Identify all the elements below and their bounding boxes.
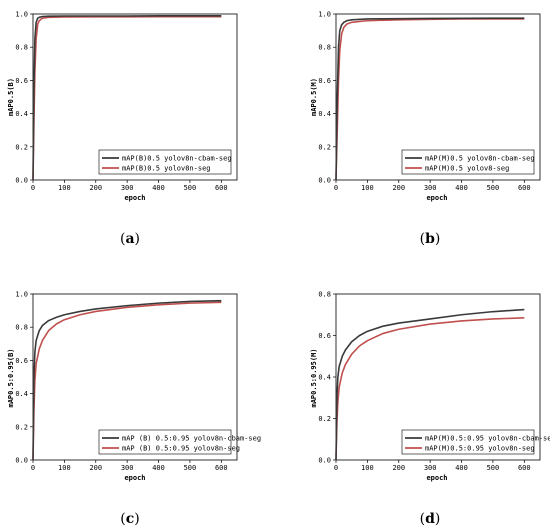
x-tick-label-c-0: 0 [31,464,35,472]
legend-label-b-0: mAP(M)0.5 yolov8n-cbam-seg [425,155,535,163]
x-tick-label-c-3: 300 [121,464,134,472]
y-tick-label-c-5: 1.0 [15,291,28,299]
caption-c: (c) [120,511,139,527]
y-tick-label-c-2: 0.4 [15,390,28,398]
plot-area-b: 0 100 200 300 400 500 600 0.0 0.2 0.4 0.6 0.8 1.0 mAP… [318,11,541,192]
legend-label-c-1: mAP (B) 0.5:0.95 yolov8n-seg [122,445,240,453]
x-tick-label-d-5: 500 [487,464,500,472]
x-axis-label-c: epoch [124,474,145,482]
plot-area-c: 0 100 200 300 400 500 600 0.0 0.2 0.4 0.6 0.8 1.0 mAP… [15,291,261,473]
x-axis-label-b: epoch [426,194,447,202]
y-axis-label-d: mAP0.5:0.95(M) [310,348,318,407]
series-line-d-1 [335,317,525,461]
y-tick-label-d-2: 0.4 [318,374,331,382]
x-tick-label-a-5: 500 [184,184,197,192]
y-tick-label-d-4: 0.8 [318,291,331,299]
y-tick-label-a-1: 0.2 [15,143,28,151]
series-line-c-1 [32,301,222,461]
y-tick-label-a-4: 0.8 [15,44,28,52]
legend-label-d-1: mAP(M)0.5:0.95 yolov8n-seg [425,445,535,453]
caption-d: (d) [420,511,441,527]
legend-box-a [98,149,232,175]
panel-a: 0 100 200 300 400 500 600 0.0 0.2 0.4 0.6 0.8 1.0 mAP… [7,11,238,247]
x-tick-label-c-2: 200 [89,464,102,472]
plot-area-a: 0 100 200 300 400 500 600 0.0 0.2 0.4 0.6 0.8 1.0 mAP… [15,11,238,192]
caption-b: (b) [420,231,441,247]
legend-box-b [401,149,535,175]
x-tick-label-d-0: 0 [334,464,338,472]
legend-c: mAP (B) 0.5:0.95 yolov8n-cbam-seg mAP (B)… [98,429,261,455]
x-tick-label-b-1: 100 [361,184,374,192]
legend-box-c [98,429,232,455]
panel-c: 0 100 200 300 400 500 600 0.0 0.2 0.4 0.6 0.8 1.0 mAP… [7,291,261,528]
legend-box-d [401,429,535,455]
x-tick-label-c-1: 100 [58,464,71,472]
caption-a: (a) [120,231,140,247]
y-axis-label-c: mAP0.5:0.95(B) [7,348,15,407]
y-axis-label-a: mAP0.5(B) [7,78,15,116]
x-tick-label-d-6: 600 [518,464,531,472]
x-tick-label-b-5: 500 [487,184,500,192]
series-line-b-0 [335,17,525,181]
y-tick-label-a-5: 1.0 [15,11,28,19]
x-tick-label-a-0: 0 [31,184,35,192]
y-tick-label-b-3: 0.6 [318,77,331,85]
x-tick-label-d-2: 200 [392,464,405,472]
legend-d: mAP(M)0.5:0.95 yolov8n-cbam-seg mAP(M)0.5… [401,429,550,455]
x-tick-label-d-1: 100 [361,464,374,472]
legend-a: mAP(B)0.5 yolov8n-cbam-seg mAP(B)0.5 yolo… [98,149,232,175]
y-tick-label-a-3: 0.6 [15,77,28,85]
series-line-c-0 [32,299,222,461]
x-tick-label-c-4: 400 [152,464,165,472]
y-tick-label-b-4: 0.8 [318,44,331,52]
y-tick-label-b-2: 0.4 [318,110,331,118]
axes-frame-a [32,13,238,181]
x-tick-label-a-3: 300 [121,184,134,192]
x-axis-label-d: epoch [426,474,447,482]
x-tick-label-a-1: 100 [58,184,71,192]
y-tick-label-c-0: 0.0 [15,457,28,465]
y-tick-label-b-0: 0.0 [318,177,331,185]
x-tick-label-a-2: 200 [89,184,102,192]
legend-b: mAP(M)0.5 yolov8n-cbam-seg mAP(M)0.5 yolo… [401,149,535,175]
x-tick-label-c-5: 500 [184,464,197,472]
y-tick-label-b-1: 0.2 [318,143,331,151]
x-tick-label-c-6: 600 [215,464,228,472]
y-tick-label-c-3: 0.6 [15,357,28,365]
plot-area-d: 0 100 200 300 400 500 600 0.0 0.2 0.4 0.6 0.8 mAP(M)… [318,291,550,473]
x-tick-label-b-6: 600 [518,184,531,192]
x-tick-label-b-3: 300 [424,184,437,192]
legend-label-d-0: mAP(M)0.5:0.95 yolov8n-cbam-seg [425,435,550,443]
legend-label-b-1: mAP(M)0.5 yolov8-seg [425,165,509,173]
x-axis-label-a: epoch [124,194,145,202]
series-line-a-0 [32,15,222,181]
axes-frame-c [32,293,238,461]
y-tick-label-c-4: 0.8 [15,324,28,332]
y-axis-label-b: mAP0.5(M) [310,78,318,116]
x-tick-label-b-0: 0 [334,184,338,192]
x-tick-label-a-4: 400 [152,184,165,192]
legend-label-a-0: mAP(B)0.5 yolov8n-cbam-seg [122,155,232,163]
x-tick-label-a-6: 600 [215,184,228,192]
x-tick-label-b-2: 200 [392,184,405,192]
y-tick-label-d-3: 0.6 [318,332,331,340]
y-tick-label-c-1: 0.2 [15,423,28,431]
legend-label-a-1: mAP(B)0.5 yolov8n-seg [122,165,211,173]
y-tick-label-a-0: 0.0 [15,177,28,185]
x-tick-label-d-4: 400 [455,464,468,472]
x-tick-label-b-4: 400 [455,184,468,192]
y-tick-label-d-1: 0.2 [318,415,331,423]
y-tick-label-d-0: 0.0 [318,457,331,465]
axes-frame-b [335,13,541,181]
legend-label-c-0: mAP (B) 0.5:0.95 yolov8n-cbam-seg [122,435,261,443]
x-tick-label-d-3: 300 [424,464,437,472]
panel-d: 0 100 200 300 400 500 600 0.0 0.2 0.4 0.6 0.8 mAP(M)… [310,291,550,528]
y-tick-label-a-2: 0.4 [15,110,28,118]
y-tick-label-b-5: 1.0 [318,11,331,19]
series-line-d-0 [335,308,525,461]
panel-b: 0 100 200 300 400 500 600 0.0 0.2 0.4 0.6 0.8 1.0 mAP… [310,11,541,247]
